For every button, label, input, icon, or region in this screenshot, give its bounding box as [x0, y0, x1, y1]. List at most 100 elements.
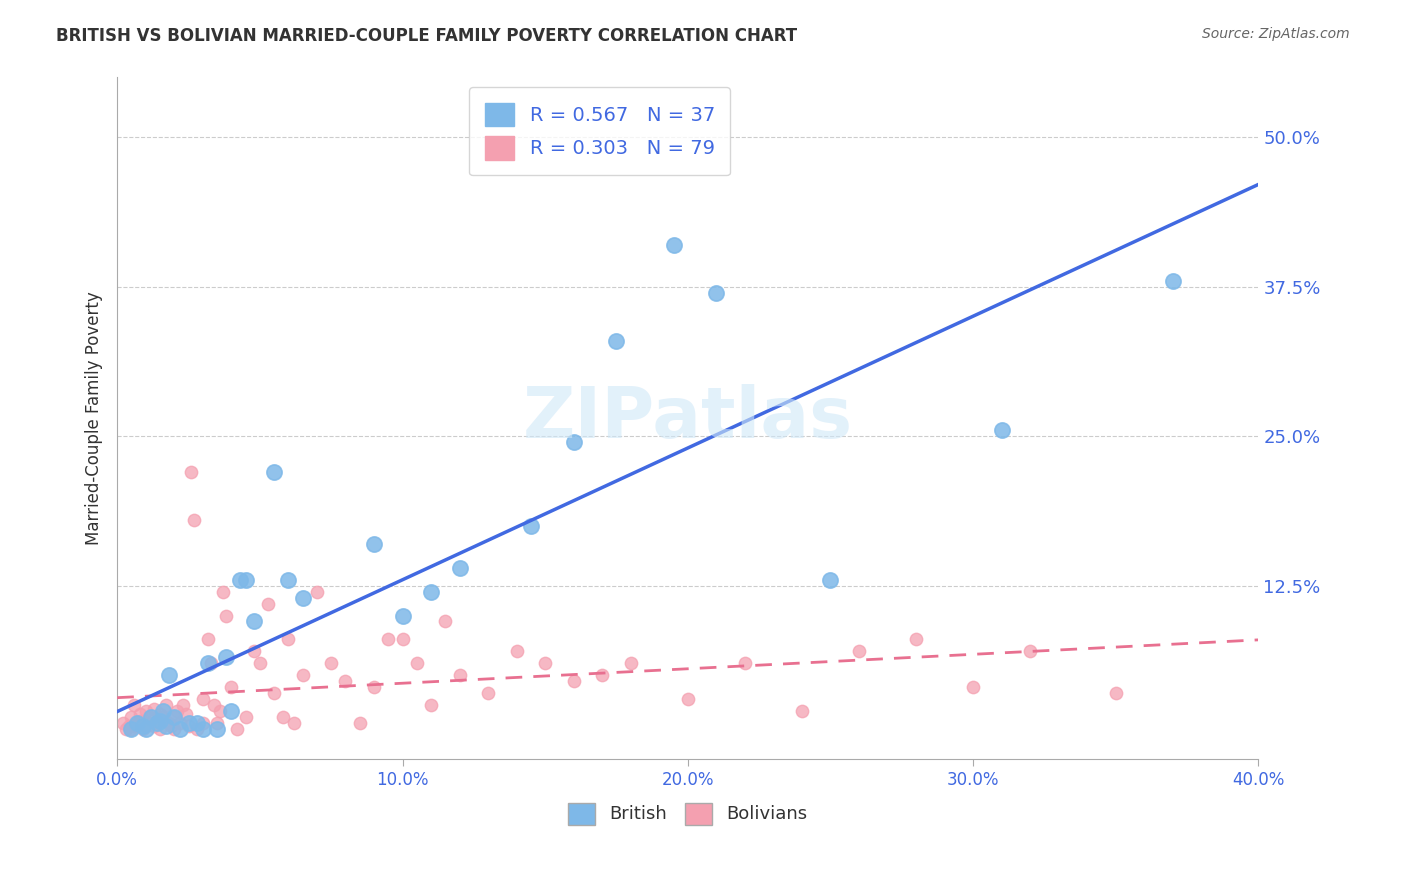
Point [263, 686, 285, 700]
Point [205, 716, 228, 731]
Y-axis label: Married-Couple Family Poverty: Married-Couple Family Poverty [86, 292, 103, 545]
Point [163, 710, 186, 724]
Point [283, 716, 305, 731]
Point [127, 716, 149, 731]
Point [157, 668, 180, 682]
Point [1161, 274, 1184, 288]
Point [169, 722, 191, 736]
Point [135, 718, 157, 732]
Point [562, 435, 585, 450]
Point [263, 465, 285, 479]
Point [174, 706, 197, 721]
Point [676, 692, 699, 706]
Point [221, 704, 243, 718]
Point [477, 686, 499, 700]
Point [291, 668, 314, 682]
Point [160, 718, 183, 732]
Point [191, 716, 214, 731]
Point [141, 710, 163, 724]
Point [124, 718, 146, 732]
Point [905, 632, 928, 647]
Text: Source: ZipAtlas.com: Source: ZipAtlas.com [1202, 27, 1350, 41]
Point [177, 716, 200, 731]
Point [146, 714, 169, 728]
Point [520, 519, 543, 533]
Point [146, 716, 169, 731]
Point [200, 657, 222, 671]
Point [214, 650, 236, 665]
Point [391, 608, 413, 623]
Point [163, 710, 186, 724]
Point [1105, 686, 1128, 700]
Point [221, 680, 243, 694]
Point [662, 237, 685, 252]
Point [152, 710, 174, 724]
Point [291, 591, 314, 605]
Point [591, 668, 613, 682]
Point [226, 722, 249, 736]
Point [143, 718, 166, 732]
Point [211, 584, 233, 599]
Legend: British, Bolivians: British, Bolivians [561, 796, 815, 831]
Point [605, 334, 627, 348]
Point [208, 704, 231, 718]
Point [138, 710, 160, 724]
Point [197, 632, 219, 647]
Point [120, 722, 142, 736]
Point [962, 680, 984, 694]
Point [163, 722, 186, 736]
Point [124, 698, 146, 713]
Text: ZIPatlas: ZIPatlas [523, 384, 853, 453]
Point [127, 716, 149, 731]
Point [235, 710, 257, 724]
Point [197, 657, 219, 671]
Point [155, 698, 177, 713]
Point [149, 714, 172, 728]
Point [363, 680, 385, 694]
Point [186, 716, 208, 731]
Point [990, 423, 1012, 437]
Point [277, 632, 299, 647]
Point [420, 584, 443, 599]
Point [166, 704, 188, 718]
Point [149, 706, 172, 721]
Point [848, 644, 870, 658]
Point [186, 722, 208, 736]
Point [129, 706, 152, 721]
Point [120, 722, 142, 736]
Point [177, 718, 200, 732]
Point [257, 597, 280, 611]
Point [434, 615, 457, 629]
Point [183, 513, 205, 527]
Point [120, 710, 142, 724]
Point [143, 702, 166, 716]
Point [117, 718, 139, 732]
Point [169, 716, 191, 731]
Point [172, 698, 194, 713]
Point [132, 718, 155, 732]
Point [129, 714, 152, 728]
Point [191, 722, 214, 736]
Point [391, 632, 413, 647]
Point [235, 573, 257, 587]
Point [820, 573, 842, 587]
Point [534, 657, 557, 671]
Point [205, 722, 228, 736]
Point [321, 657, 343, 671]
Point [114, 722, 136, 736]
Point [449, 560, 471, 574]
Point [180, 465, 202, 479]
Point [1019, 644, 1042, 658]
Point [152, 704, 174, 718]
Point [155, 718, 177, 732]
Point [449, 668, 471, 682]
Point [157, 716, 180, 731]
Point [249, 657, 271, 671]
Point [349, 716, 371, 731]
Point [191, 692, 214, 706]
Point [562, 674, 585, 689]
Point [363, 537, 385, 551]
Point [132, 722, 155, 736]
Point [243, 615, 266, 629]
Point [271, 710, 294, 724]
